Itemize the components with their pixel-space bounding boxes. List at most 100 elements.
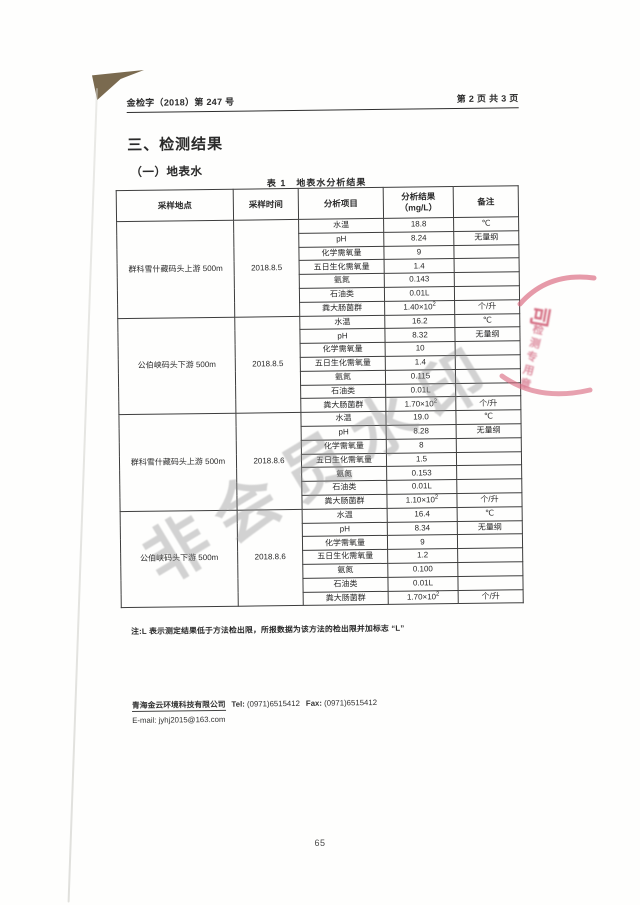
analysis-item-cell: 五日生化需氧量 xyxy=(299,259,385,275)
analysis-item-cell: 氨氮 xyxy=(300,370,386,385)
analysis-item-cell: 粪大肠菌群 xyxy=(301,494,388,510)
tel-label: Tel: xyxy=(231,699,245,709)
stamp-column-char: 章 xyxy=(518,375,532,391)
result-cell: 0.01L xyxy=(387,576,459,591)
analysis-item-cell: 石油类 xyxy=(302,577,389,592)
result-exponent: 2 xyxy=(432,301,436,308)
result-exponent: 2 xyxy=(435,591,440,598)
stamp-character: 司 xyxy=(526,304,552,329)
note-cell: ℃ xyxy=(455,409,522,425)
analysis-item-cell: 石油类 xyxy=(301,480,387,496)
result-cell: 0.01L xyxy=(385,383,456,398)
note-cell: ℃ xyxy=(457,506,523,522)
analysis-item-cell: 化学需氧量 xyxy=(298,245,385,261)
analysis-item-cell: 粪大肠菌群 xyxy=(299,301,385,316)
result-cell: 8 xyxy=(386,438,457,453)
analysis-item-cell: 水温 xyxy=(302,508,388,523)
result-cell: 16.4 xyxy=(387,507,458,522)
footer-email-line: E-mail: jyhj2015@163.com xyxy=(132,711,552,725)
analysis-item-cell: 石油类 xyxy=(300,383,386,399)
col-header-result-label: 分析结果 xyxy=(401,191,436,203)
tel-number: (0971)6515412 xyxy=(246,698,300,709)
note-cell: 无量纲 xyxy=(457,520,523,535)
analysis-item-cell: 化学需氧量 xyxy=(301,439,387,454)
analysis-item-cell: 氨氮 xyxy=(301,466,387,482)
result-cell: 1.40×102 xyxy=(384,300,455,315)
result-cell: 8.34 xyxy=(387,521,458,536)
note-cell xyxy=(456,451,522,466)
analysis-item-cell: pH xyxy=(298,232,384,248)
col-header-note: 备注 xyxy=(453,185,519,218)
analysis-item-cell: 氨氮 xyxy=(302,563,388,579)
footer-contact-line: 青海金云环境科技有限公司 Tel: (0971)6515412 Fax: (0971… xyxy=(131,695,552,712)
note-cell: ℃ xyxy=(453,216,519,232)
result-cell: 1.70×102 xyxy=(385,396,456,412)
col-header-location: 采样地点 xyxy=(116,189,234,222)
analysis-item-cell: 氨氮 xyxy=(299,273,385,289)
date-cell: 2018.8.5 xyxy=(233,219,300,317)
note-cell xyxy=(457,561,523,577)
note-cell: 无量纲 xyxy=(456,423,522,439)
result-cell: 9 xyxy=(383,245,455,260)
location-cell: 群科雪什藏码头上游 500m xyxy=(116,220,235,319)
location-cell: 公伯峡码头下游 500m xyxy=(117,316,236,415)
note-cell xyxy=(453,244,520,259)
doc-number: 金检字（2018）第 247 号 xyxy=(126,96,235,109)
note-cell xyxy=(456,465,522,480)
col-header-item: 分析项目 xyxy=(298,187,384,220)
note-cell: 无量纲 xyxy=(453,230,519,246)
analysis-item-cell: 五日生化需氧量 xyxy=(301,452,387,468)
result-exponent: 2 xyxy=(433,398,438,405)
fax-number: (0971)6515412 xyxy=(324,698,378,708)
col-header-result: 分析结果 （mg/L） xyxy=(383,186,454,219)
result-cell: 1.10×102 xyxy=(386,493,458,509)
result-cell: 18.8 xyxy=(383,217,454,233)
analysis-item-cell: 五日生化需氧量 xyxy=(302,549,388,565)
stamp-column-char: 测 xyxy=(528,335,542,351)
col-header-date: 采样时间 xyxy=(233,188,299,221)
result-cell: 1.5 xyxy=(386,452,457,467)
col-header-result-unit: （mg/L） xyxy=(399,202,438,213)
note-cell xyxy=(457,547,523,563)
company-name: 青海金云环境科技有限公司 xyxy=(131,699,226,712)
table-footnote: 注:L 表示测定结果低于方法检出限，所报数据为该方法的检出限并加标志 “L” xyxy=(131,623,405,637)
result-cell: 0.115 xyxy=(385,369,456,384)
result-cell: 0.01L xyxy=(386,479,457,495)
stamp-column-char: 专 xyxy=(525,348,539,364)
document-footer: 青海金云环境科技有限公司 Tel: (0971)6515412 Fax: (0971… xyxy=(131,695,552,725)
section-title: 三、检测结果 xyxy=(127,135,224,155)
note-cell xyxy=(456,437,522,453)
result-cell: 8.32 xyxy=(384,327,456,343)
result-cell: 0.153 xyxy=(386,465,457,481)
analysis-item-cell: 石油类 xyxy=(299,287,385,303)
stamp-arc-top xyxy=(517,274,597,307)
table-body: 群科雪什藏码头上游 500m 2018.8.5 水温 18.8 ℃ pH 8.24 无量纲 化学… xyxy=(116,216,524,608)
stamp-arc-bottom xyxy=(499,373,593,397)
result-cell: 1.4 xyxy=(385,355,456,371)
note-cell xyxy=(457,534,523,549)
note-cell xyxy=(457,575,524,591)
analysis-item-cell: pH xyxy=(299,328,386,344)
note-cell xyxy=(456,478,522,494)
document-header: 金检字（2018）第 247 号 第 2 页 共 3 页 xyxy=(126,91,519,114)
page-indicator: 第 2 页 共 3 页 xyxy=(456,93,519,104)
stamp-column-char: 检 xyxy=(531,321,545,337)
result-cell: 1.70×102 xyxy=(388,590,459,605)
location-cell: 公伯峡码头下游 500m xyxy=(120,509,239,608)
date-cell: 2018.8.5 xyxy=(234,315,301,414)
result-cell: 0.01L xyxy=(384,286,455,302)
analysis-item-cell: 五日生化需氧量 xyxy=(300,356,386,372)
result-cell: 8.28 xyxy=(386,424,457,440)
analysis-item-cell: pH xyxy=(302,521,388,537)
stamp-column-char: 用 xyxy=(522,363,536,378)
result-cell: 10 xyxy=(385,341,456,357)
analysis-item-cell: 水温 xyxy=(299,314,385,330)
page-number: 65 xyxy=(314,838,326,848)
note-cell: 个/升 xyxy=(456,492,523,508)
email-address: jyhj2015@163.com xyxy=(158,714,226,725)
result-cell: 8.24 xyxy=(383,231,454,246)
analysis-item-cell: pH xyxy=(301,425,387,441)
